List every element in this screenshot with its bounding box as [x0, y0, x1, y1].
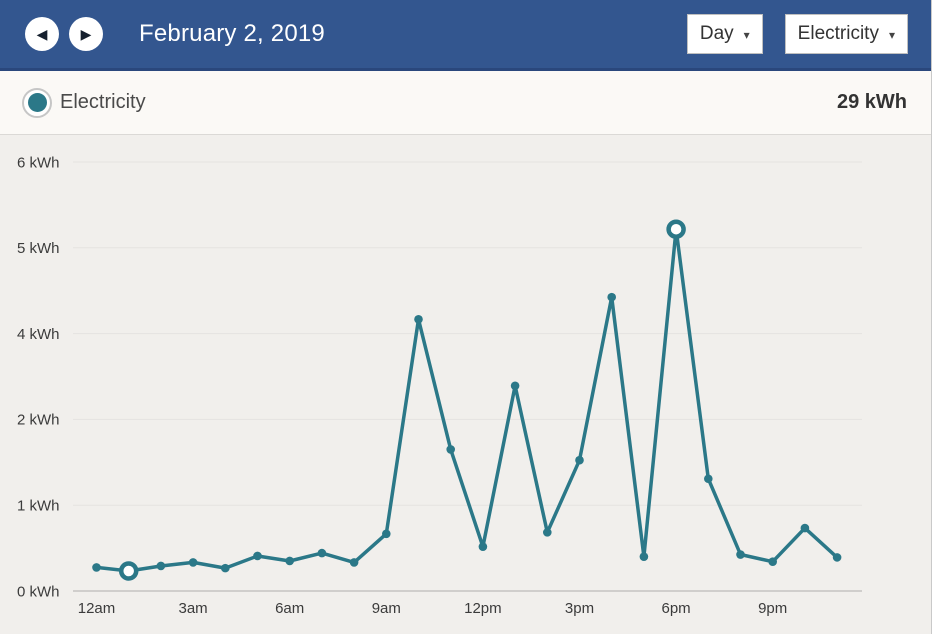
data-point[interactable]	[800, 523, 810, 533]
y-axis-label: 6 kWh	[17, 154, 60, 171]
data-point[interactable]	[317, 548, 327, 558]
energy-type-dropdown[interactable]: Electricity ▾	[784, 14, 908, 54]
legend-bar: Electricity 29 kWh	[0, 71, 931, 135]
next-day-button[interactable]: ▶	[69, 17, 103, 51]
usage-chart: 6 kWh 5 kWh 4 kWh 2 kWh 1 kWh 0 kWh 12am 3am 6am…	[17, 154, 862, 617]
data-point[interactable]	[382, 529, 391, 539]
prev-day-button[interactable]: ◀	[25, 17, 59, 51]
data-point[interactable]	[510, 381, 520, 391]
legend-label: Electricity	[60, 91, 146, 113]
date-title: February 2, 2019	[139, 20, 325, 47]
data-point[interactable]	[736, 550, 745, 559]
y-axis-label: 0 kWh	[17, 583, 60, 600]
data-point[interactable]	[92, 563, 101, 572]
app-header: ◀ ▶ February 2, 2019 Day ▾ Electricity ▾	[0, 0, 931, 71]
period-dropdown[interactable]: Day ▾	[686, 14, 763, 54]
data-point[interactable]	[414, 315, 423, 324]
data-point[interactable]	[188, 558, 198, 567]
x-axis-label: 6pm	[662, 600, 691, 617]
x-axis-label: 12pm	[464, 600, 502, 617]
y-axis-label: 2 kWh	[17, 412, 60, 429]
chevron-down-icon: ▾	[743, 28, 750, 42]
y-axis-label: 4 kWh	[17, 326, 60, 343]
usage-line	[94, 227, 839, 573]
electricity-legend-dot	[27, 93, 47, 112]
data-point[interactable]	[607, 292, 616, 302]
data-point[interactable]	[156, 561, 166, 571]
data-point[interactable]	[575, 455, 584, 465]
x-axis-label: 9am	[372, 600, 401, 617]
x-axis-label: 6am	[275, 600, 304, 617]
data-point[interactable]	[221, 563, 230, 573]
energy-type-dropdown-value: Electricity	[797, 23, 879, 44]
y-axis-label: 1 kWh	[17, 497, 60, 514]
period-dropdown-value: Day	[699, 23, 734, 44]
data-point[interactable]	[349, 558, 359, 567]
data-point[interactable]	[768, 557, 777, 566]
x-axis-label: 9pm	[758, 600, 787, 617]
data-point[interactable]	[446, 445, 456, 454]
scrollbar-track[interactable]	[931, 0, 939, 634]
x-axis-label: 12am	[78, 600, 116, 617]
x-axis-label: 3am	[179, 600, 208, 617]
prev-arrow-icon: ◀	[36, 25, 48, 42]
data-point[interactable]	[704, 474, 713, 484]
data-point[interactable]	[832, 553, 842, 562]
electricity-legend-icon[interactable]	[22, 87, 52, 118]
y-axis-label: 5 kWh	[17, 240, 60, 257]
highlighted-data-point[interactable]	[118, 561, 139, 581]
data-point[interactable]	[253, 551, 262, 561]
next-arrow-icon: ▶	[80, 25, 92, 42]
data-point[interactable]	[639, 552, 649, 561]
data-point[interactable]	[478, 542, 488, 551]
total-usage-value: 29 kWh	[836, 91, 907, 113]
data-point[interactable]	[543, 528, 552, 537]
chevron-down-icon: ▾	[888, 28, 895, 42]
highlighted-data-point[interactable]	[666, 219, 686, 239]
data-point[interactable]	[285, 556, 295, 566]
x-axis-label: 3pm	[565, 600, 594, 617]
chart-area: 6 kWh 5 kWh 4 kWh 2 kWh 1 kWh 0 kWh 12am 3am 6am…	[0, 135, 931, 634]
